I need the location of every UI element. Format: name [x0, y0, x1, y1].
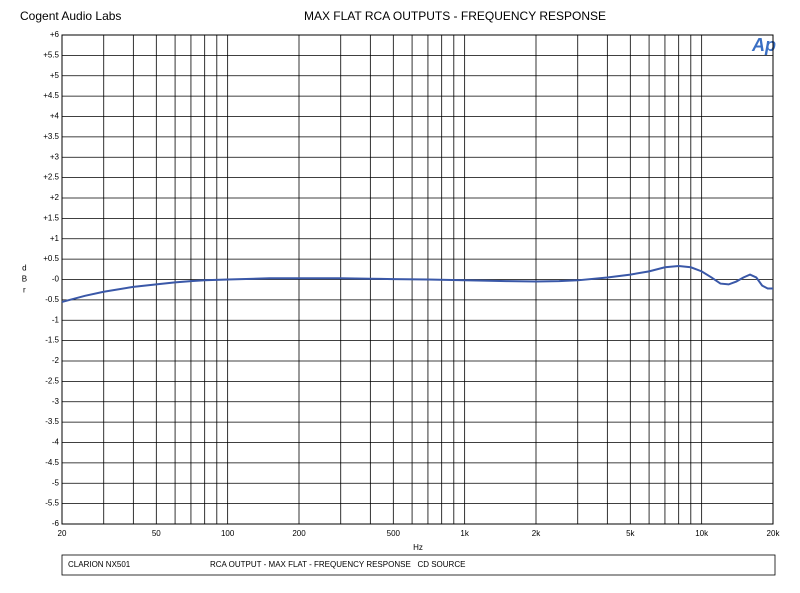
y-tick-label: -6 [52, 519, 60, 528]
y-tick-label: -0.5 [45, 295, 59, 304]
y-tick-label: +4 [50, 112, 60, 121]
x-tick-label: 200 [292, 529, 306, 538]
x-tick-label: 20 [58, 529, 67, 538]
footer-description: RCA OUTPUT - MAX FLAT - FREQUENCY RESPON… [210, 560, 465, 569]
y-tick-label: +0.5 [43, 254, 59, 263]
logo: Ap [751, 35, 776, 55]
company: Cogent Audio Labs [20, 9, 121, 23]
y-tick-label: +4.5 [43, 91, 59, 100]
y-tick-label: +3.5 [43, 132, 59, 141]
y-axis-label: dBr [20, 264, 29, 297]
y-tick-label: -4 [52, 438, 60, 447]
x-tick-label: 100 [221, 529, 235, 538]
x-tick-label: 50 [152, 529, 161, 538]
x-tick-label: 10k [695, 529, 709, 538]
y-tick-label: -2 [52, 356, 60, 365]
x-axis-label: Hz [413, 543, 423, 552]
y-tick-label: +1.5 [43, 213, 59, 222]
footer-device: CLARION NX501 [68, 560, 131, 569]
y-tick-label: +2.5 [43, 173, 59, 182]
y-tick-label: -2.5 [45, 376, 59, 385]
x-tick-label: 2k [532, 529, 541, 538]
y-tick-label: -3 [52, 397, 60, 406]
x-tick-label: 1k [460, 529, 469, 538]
y-tick-label: +2 [50, 193, 60, 202]
chart-title: MAX FLAT RCA OUTPUTS - FREQUENCY RESPONS… [304, 9, 606, 23]
x-tick-label: 20k [767, 529, 781, 538]
y-tick-label: -0 [52, 275, 60, 284]
y-tick-label: -5 [52, 478, 60, 487]
footer-box [61, 554, 776, 576]
y-tick-label: -3.5 [45, 417, 59, 426]
y-tick-label: +5.5 [43, 50, 59, 59]
y-tick-label: +5 [50, 71, 60, 80]
y-tick-label: -5.5 [45, 499, 59, 508]
y-tick-label: +1 [50, 234, 60, 243]
y-tick-label: -1 [52, 315, 60, 324]
y-tick-label: +6 [50, 30, 60, 39]
x-tick-label: 5k [626, 529, 635, 538]
y-tick-label: +3 [50, 152, 60, 161]
x-tick-label: 500 [387, 529, 401, 538]
y-tick-label: -4.5 [45, 458, 59, 467]
y-tick-label: -1.5 [45, 336, 59, 345]
response-line [61, 265, 773, 303]
